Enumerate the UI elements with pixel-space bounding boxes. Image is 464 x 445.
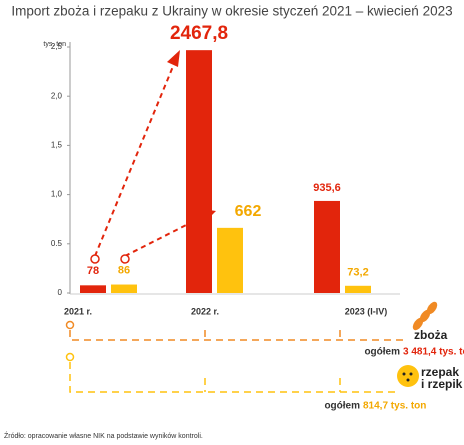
legend-entry: zboża [414, 328, 448, 342]
y-tick-label: 2,0 [51, 91, 63, 100]
y-unit: tys. ton [43, 41, 66, 48]
source: Źródło: opracowanie własne NIK na podsta… [4, 431, 203, 440]
x-tick-label: 2022 r. [191, 306, 219, 316]
value-label: 935,6 [313, 182, 341, 194]
arrow-start [120, 254, 130, 264]
chart-title: Import zboża i rzepaku z Ukrainy w okres… [11, 4, 452, 19]
arrow-head [167, 50, 180, 67]
y-tick-label: 0.5 [51, 239, 63, 248]
pin [65, 352, 75, 362]
value-label: 86 [118, 264, 130, 276]
total-label: ogółem [324, 401, 360, 412]
bar [217, 227, 243, 293]
rapeseed-icon [397, 365, 419, 387]
total: 3 481,4 tys. ton [403, 347, 464, 358]
total: 814,7 tys. ton [363, 401, 426, 412]
bar [345, 285, 371, 293]
value-label: 662 [235, 203, 262, 220]
bar [186, 50, 212, 293]
y-tick-label: 0 [58, 288, 63, 297]
bar [80, 285, 106, 293]
y-tick-label: 1,0 [51, 190, 63, 199]
y-tick-label: 2,5 [51, 42, 63, 51]
arrow-start [90, 254, 100, 264]
value-label: 73,2 [347, 267, 368, 279]
total-label: ogółem [364, 347, 400, 358]
x-tick-label: 2021 r. [64, 306, 92, 316]
pin [65, 320, 75, 330]
legend-entry: rzepak i rzepik [421, 365, 463, 391]
wheat-icon [412, 301, 438, 331]
y-tick-label: 1,5 [51, 141, 63, 150]
x-tick-label: 2023 (I-IV) [345, 306, 388, 316]
bar [314, 200, 340, 293]
value-label: 2467,8 [170, 23, 228, 44]
bar [111, 284, 137, 293]
timeline [69, 330, 405, 393]
value-label: 78 [87, 265, 99, 277]
